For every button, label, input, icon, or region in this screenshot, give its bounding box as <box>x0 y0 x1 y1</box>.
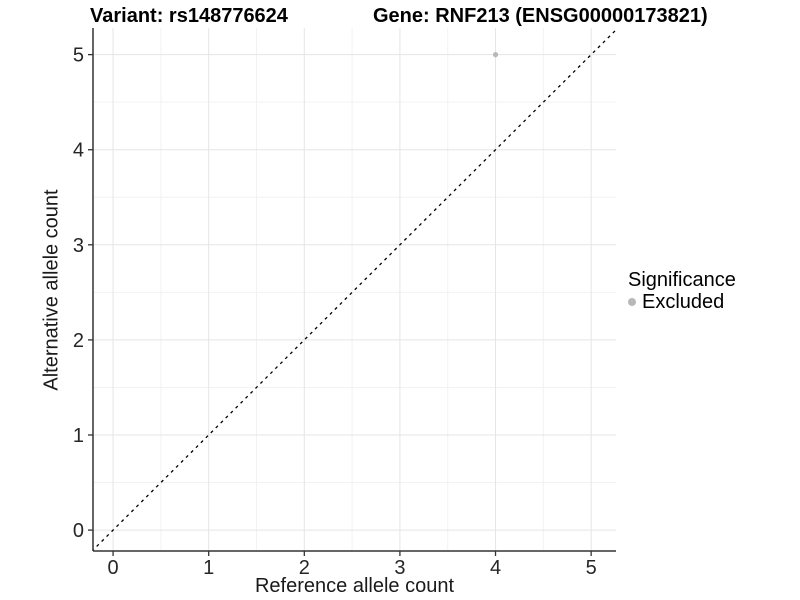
legend-item-excluded: Excluded <box>628 291 736 313</box>
legend-point-swatch-icon <box>628 298 636 306</box>
svg-text:5: 5 <box>73 45 84 67</box>
legend-item-label: Excluded <box>642 291 725 313</box>
svg-text:3: 3 <box>394 557 405 579</box>
svg-text:1: 1 <box>203 557 214 579</box>
plot-title-gene: Gene: RNF213 (ENSG00000173821) <box>373 5 708 27</box>
svg-text:1: 1 <box>73 425 84 447</box>
legend: Significance Excluded <box>628 269 736 313</box>
svg-text:4: 4 <box>73 140 84 162</box>
svg-text:4: 4 <box>490 557 501 579</box>
plot-title-variant: Variant: rs148776624 <box>90 5 288 27</box>
svg-text:0: 0 <box>73 520 84 542</box>
svg-text:5: 5 <box>586 557 597 579</box>
x-axis-title: Reference allele count <box>254 575 454 597</box>
svg-text:2: 2 <box>299 557 310 579</box>
svg-text:0: 0 <box>108 557 119 579</box>
svg-text:3: 3 <box>73 235 84 257</box>
legend-title: Significance <box>628 269 736 291</box>
svg-text:2: 2 <box>73 330 84 352</box>
y-axis-title: Alternative allele count <box>40 189 63 391</box>
